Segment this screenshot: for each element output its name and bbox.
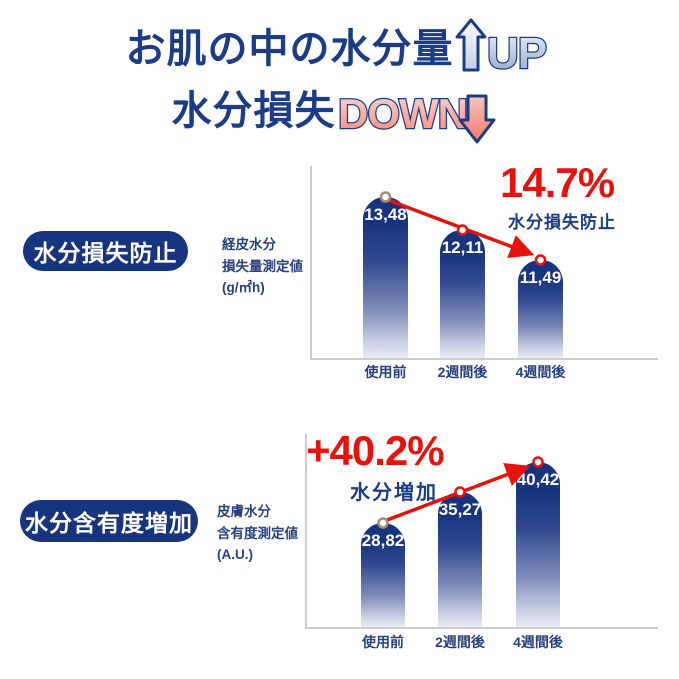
stat-moisture-loss: 14.7% 水分損失防止 bbox=[500, 162, 616, 233]
x-axis bbox=[310, 358, 658, 360]
stat-value: +40.2% bbox=[306, 427, 445, 474]
y-axis bbox=[310, 166, 312, 358]
pill-label: 水分含有度増加 bbox=[25, 510, 193, 536]
bar: 12,11 bbox=[440, 230, 485, 358]
measure-line: 含有度測定値 bbox=[217, 525, 298, 541]
category-label: 使用前 bbox=[362, 634, 404, 650]
up-badge: UP bbox=[455, 18, 548, 79]
up-arrow-icon bbox=[455, 18, 486, 72]
bar-value-label: 11,49 bbox=[519, 268, 562, 287]
up-badge-label: UP bbox=[487, 29, 546, 78]
down-badge: DOWN bbox=[336, 89, 495, 144]
bar-value-label: 35,27 bbox=[438, 500, 482, 519]
pill-label: 水分損失防止 bbox=[33, 240, 178, 266]
page-title: お肌の中の水分量 UP 水分損失 bbox=[0, 18, 679, 148]
category-label: 4週間後 bbox=[513, 634, 563, 650]
title-line-1: お肌の中の水分量 UP bbox=[0, 18, 679, 80]
measure-line: (g/㎡h) bbox=[222, 280, 265, 296]
stat-value: 14.7% bbox=[500, 159, 615, 206]
title-line-2-text: 水分損失 bbox=[171, 89, 336, 133]
down-badge-label: DOWN bbox=[338, 90, 467, 137]
bar: 35,27 bbox=[438, 492, 482, 627]
title-line-1-text: お肌の中の水分量 bbox=[125, 27, 454, 71]
stat-moisture-content: +40.2% 水分増加 bbox=[306, 427, 445, 505]
category-label: 使用前 bbox=[364, 364, 407, 380]
bar: 28,82 bbox=[361, 523, 405, 627]
bar-value-label: 13,48 bbox=[364, 205, 407, 224]
bar-value-label: 40,42 bbox=[516, 470, 560, 489]
category-label: 2週間後 bbox=[435, 634, 485, 650]
bar-value-label: 12,11 bbox=[441, 238, 484, 257]
measure-label-moisture-loss: 経皮水分 損失量測定値 (g/㎡h) bbox=[222, 234, 303, 299]
measure-line: (A.U.) bbox=[217, 547, 253, 563]
down-arrow-icon bbox=[458, 94, 495, 144]
stat-caption: 水分損失防止 bbox=[508, 213, 616, 232]
bar: 13,48 bbox=[363, 197, 408, 358]
section-pill-moisture-content: 水分含有度増加 bbox=[20, 500, 198, 542]
bar: 11,49 bbox=[518, 260, 563, 358]
y-axis bbox=[305, 434, 307, 627]
section-pill-moisture-loss: 水分損失防止 bbox=[23, 231, 188, 271]
x-axis bbox=[305, 627, 658, 629]
measure-label-moisture-content: 皮膚水分 含有度測定値 (A.U.) bbox=[217, 501, 298, 566]
title-line-2: 水分損失 DOWN bbox=[0, 82, 679, 148]
bar: 40,42 bbox=[516, 462, 560, 627]
measure-line: 経皮水分 bbox=[222, 237, 276, 252]
measure-line: 皮膚水分 bbox=[217, 504, 271, 519]
category-label: 4週間後 bbox=[515, 364, 566, 380]
measure-line: 損失量測定値 bbox=[222, 258, 303, 274]
bar-value-label: 28,82 bbox=[361, 531, 405, 550]
category-label: 2週間後 bbox=[437, 364, 488, 380]
stat-caption: 水分増加 bbox=[350, 482, 438, 504]
